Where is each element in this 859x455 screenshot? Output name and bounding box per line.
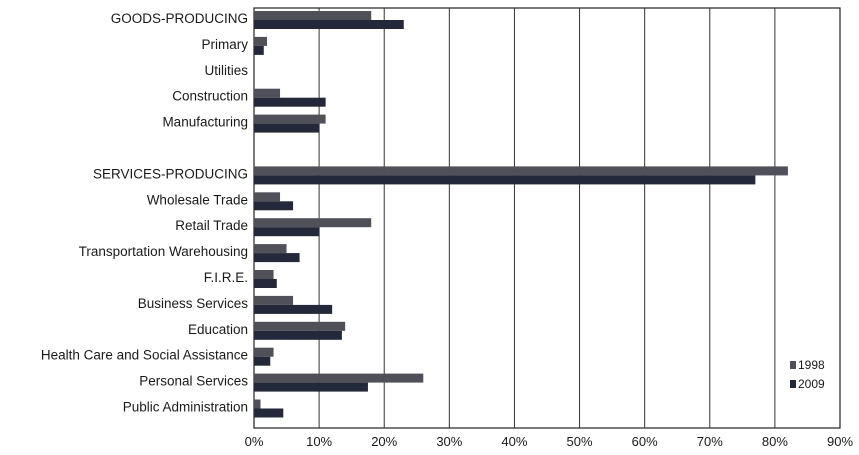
category-label: Business Services <box>138 296 249 311</box>
bar-2009 <box>254 175 756 185</box>
bar-1998 <box>254 218 372 228</box>
x-tick-label: 80% <box>762 434 788 449</box>
bar-1998 <box>254 114 326 124</box>
bar-1998 <box>254 373 424 383</box>
category-label: Wholesale Trade <box>147 192 248 207</box>
x-tick-label: 90% <box>827 434 853 449</box>
category-label: SERVICES-PRODUCING <box>93 166 248 181</box>
bar-2009 <box>254 45 264 55</box>
category-label: Education <box>188 322 248 337</box>
legend-label-2009: 2009 <box>798 377 825 391</box>
x-tick-label: 10% <box>306 434 332 449</box>
bar-2009 <box>254 123 320 133</box>
x-tick-label: 20% <box>371 434 397 449</box>
category-label: Construction <box>172 89 248 104</box>
bar-1998 <box>254 244 287 254</box>
bar-2009 <box>254 253 300 263</box>
bar-2009 <box>254 356 271 366</box>
category-label: GOODS-PRODUCING <box>111 11 248 26</box>
x-tick-label: 50% <box>567 434 593 449</box>
bar-1998 <box>254 347 274 357</box>
x-tick-label: 30% <box>436 434 462 449</box>
bar-2009 <box>254 97 326 107</box>
bar-1998 <box>254 88 281 98</box>
category-label: Health Care and Social Assistance <box>41 348 248 363</box>
bar-2009 <box>254 330 342 340</box>
bar-1998 <box>254 270 274 279</box>
bar-2009 <box>254 201 294 211</box>
category-label: Manufacturing <box>162 115 248 130</box>
category-label: Utilities <box>204 63 248 78</box>
bar-2009 <box>254 227 320 237</box>
bar-2009 <box>254 382 368 392</box>
category-label: Public Administration <box>123 400 248 415</box>
x-tick-label: 60% <box>632 434 658 449</box>
bar-2009 <box>254 279 277 288</box>
x-tick-label: 70% <box>697 434 723 449</box>
x-tick-label: 0% <box>245 434 264 449</box>
bar-2009 <box>254 408 284 418</box>
bar-1998 <box>254 166 788 176</box>
bar-1998 <box>254 295 294 305</box>
bar-1998 <box>254 321 346 331</box>
category-label: Retail Trade <box>175 218 248 233</box>
plot-frame <box>253 7 841 429</box>
legend-swatch-2009 <box>790 380 796 388</box>
category-label: Transportation Warehousing <box>79 244 248 259</box>
bar-1998 <box>254 36 268 46</box>
bar-2009 <box>254 304 333 314</box>
bar-1998 <box>254 399 261 409</box>
bar-1998 <box>254 192 281 202</box>
category-label: F.I.R.E. <box>204 270 248 285</box>
x-tick-label: 40% <box>501 434 527 449</box>
legend-label-1998: 1998 <box>798 358 825 372</box>
bar-2009 <box>254 20 404 29</box>
bar-1998 <box>254 11 372 20</box>
category-label: Personal Services <box>139 374 248 389</box>
legend-swatch-1998 <box>790 361 796 369</box>
category-label: Primary <box>202 37 249 52</box>
